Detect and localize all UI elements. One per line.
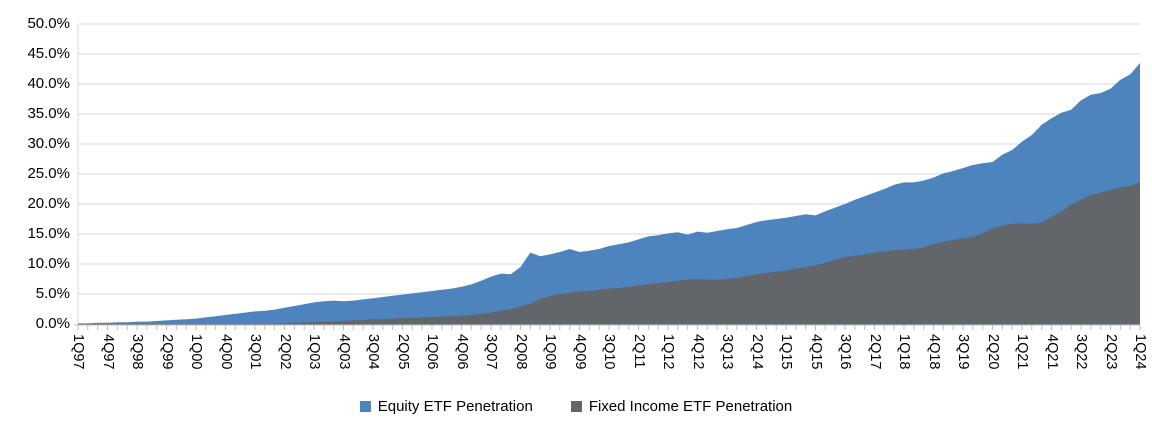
- y-tick-label: 30.0%: [27, 135, 70, 152]
- x-tick-label: 3Q04: [365, 334, 381, 370]
- x-tick-label: 4Q21: [1043, 334, 1060, 370]
- x-tick-label: 1Q09: [542, 334, 558, 370]
- x-tick-label: 1Q12: [660, 334, 676, 370]
- x-tick-label: 3Q01: [247, 334, 263, 370]
- x-tick-label: 4Q09: [571, 334, 588, 370]
- x-tick-label: 4Q15: [807, 334, 824, 370]
- y-tick-label: 15.0%: [27, 225, 70, 242]
- x-tick-label: 3Q22: [1073, 334, 1089, 370]
- y-tick-label: 0.0%: [35, 315, 70, 332]
- legend-item-equity[interactable]: Equity ETF Penetration: [359, 398, 533, 415]
- x-tick-label: 2Q08: [512, 334, 529, 370]
- x-tick-label: 4Q00: [217, 334, 234, 370]
- y-tick-label: 35.0%: [27, 105, 70, 122]
- x-tick-label: 2Q14: [748, 334, 765, 370]
- legend: Equity ETF Penetration Fixed Income ETF …: [0, 398, 1152, 415]
- x-tick-label: 3Q98: [129, 334, 145, 370]
- x-tick-label: 3Q13: [719, 334, 735, 370]
- y-tick-label: 10.0%: [27, 255, 70, 272]
- x-tick-label: 4Q18: [925, 334, 942, 370]
- x-tick-label: 1Q21: [1014, 334, 1030, 370]
- x-tick-label: 4Q03: [335, 334, 352, 370]
- x-tick-label: 1Q15: [778, 334, 794, 370]
- x-tick-label: 3Q10: [601, 334, 617, 370]
- x-tick-label: 3Q07: [483, 334, 499, 370]
- x-tick-label: 1Q18: [896, 334, 912, 370]
- y-tick-label: 25.0%: [27, 165, 70, 182]
- x-tick-label: 2Q11: [630, 334, 647, 369]
- y-tick-label: 45.0%: [27, 45, 70, 62]
- x-tick-label: 2Q05: [394, 334, 411, 370]
- fixed-income-area: [78, 182, 1140, 325]
- y-tick-label: 40.0%: [27, 75, 70, 92]
- fixed-income-swatch-icon: [570, 401, 582, 412]
- x-tick-label: 4Q06: [453, 334, 470, 370]
- x-tick-label: 2Q23: [1102, 334, 1119, 370]
- y-tick-label: 20.0%: [27, 195, 70, 212]
- x-tick-label: 1Q00: [188, 334, 204, 370]
- x-tick-label: 1Q24: [1132, 334, 1148, 370]
- x-tick-label: 2Q20: [984, 334, 1001, 370]
- x-tick-label: 3Q16: [837, 334, 853, 370]
- x-tick-label: 1Q03: [306, 334, 322, 370]
- x-tick-label: 4Q97: [99, 334, 116, 370]
- legend-label-equity: Equity ETF Penetration: [377, 398, 533, 415]
- y-tick-label: 5.0%: [35, 285, 70, 302]
- legend-label-fixed-income: Fixed Income ETF Penetration: [588, 398, 793, 415]
- x-tick-label: 1Q06: [424, 334, 440, 370]
- equity-swatch-icon: [359, 401, 371, 412]
- x-tick-label: 2Q99: [158, 334, 175, 370]
- x-tick-label: 2Q17: [866, 334, 883, 370]
- y-tick-label: 50.0%: [27, 15, 70, 32]
- x-tick-label: 3Q19: [955, 334, 971, 370]
- legend-item-fixed-income[interactable]: Fixed Income ETF Penetration: [570, 398, 793, 415]
- x-tick-label: 2Q02: [276, 334, 293, 370]
- x-tick-label: 4Q12: [689, 334, 706, 370]
- x-tick-label: 1Q97: [70, 334, 86, 370]
